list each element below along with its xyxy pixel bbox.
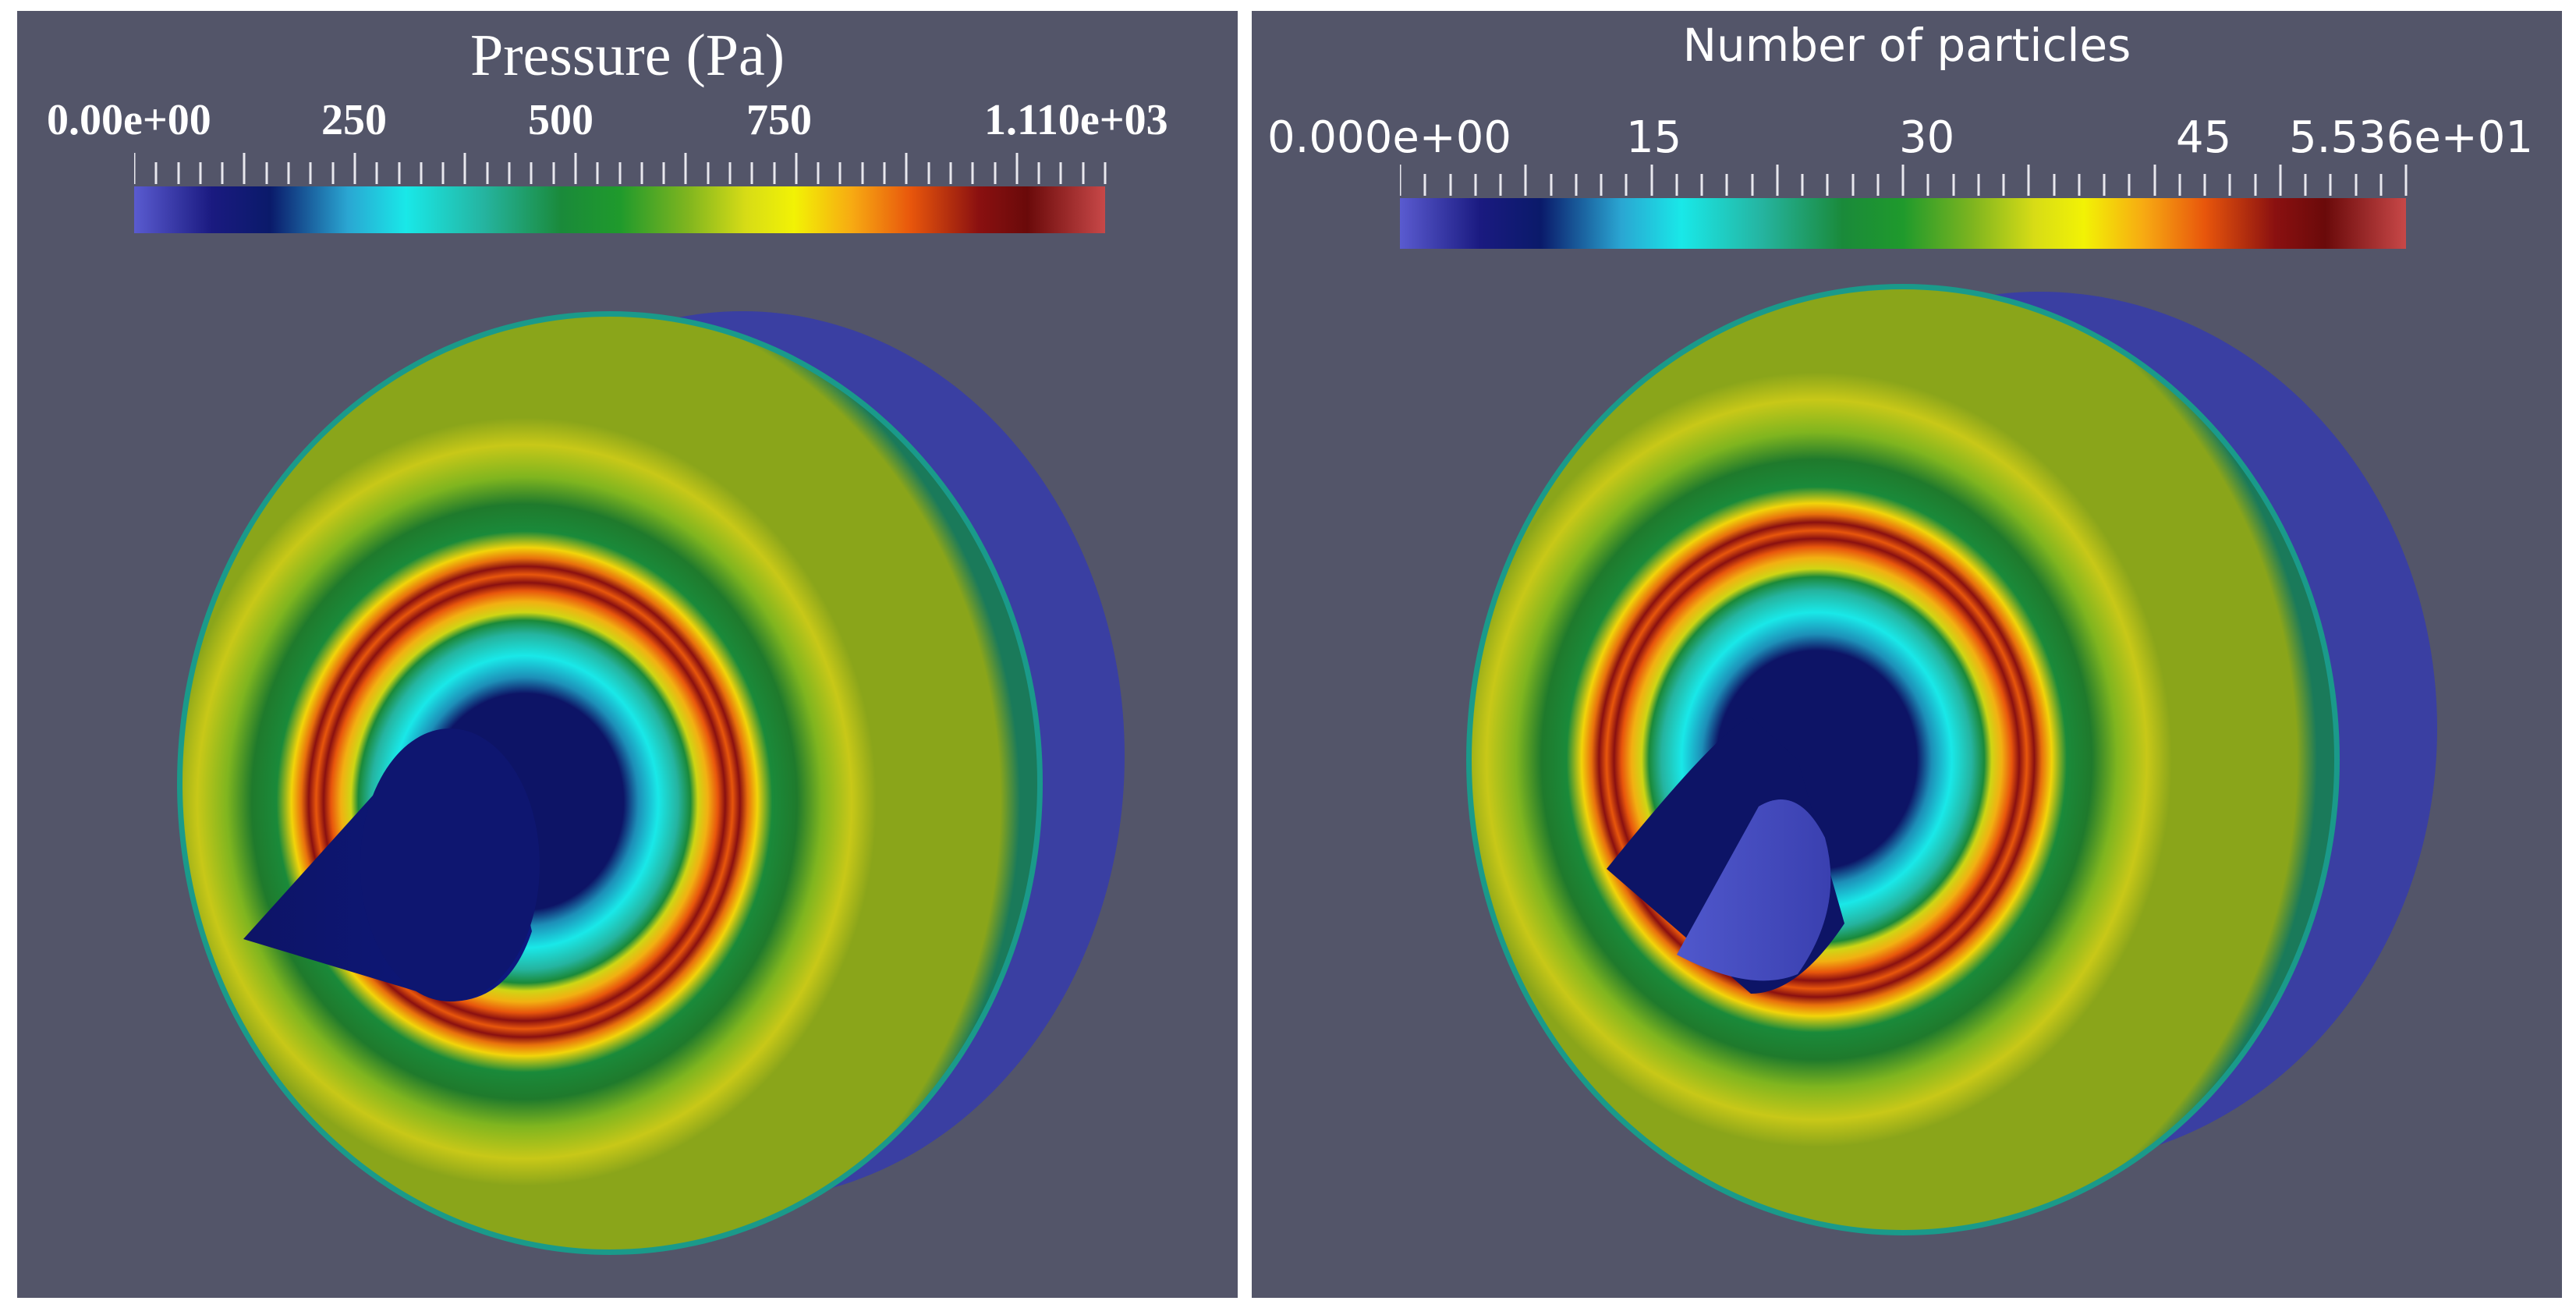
colorbar-title-pressure: Pressure (Pa) <box>469 23 785 88</box>
colorbar-title-particles: Number of particles <box>1682 19 2131 72</box>
tick-label-250: 250 <box>321 96 387 144</box>
disc-surface <box>1472 289 2334 1230</box>
colorbar-gradient <box>134 186 1105 233</box>
tick-label-min: 0.00e+00 <box>47 96 211 144</box>
particles-panel: Number of particles 0.000e+00 15 30 45 5… <box>1252 11 2562 1298</box>
colorbar-ticks <box>134 153 1107 184</box>
tick-label-30: 30 <box>1899 112 1955 163</box>
pressure-cone-disc-render <box>177 311 1125 1255</box>
cone-tip <box>1677 799 1831 981</box>
colorbar-gradient <box>1400 198 2406 249</box>
particles-cone-disc-render <box>1466 284 2437 1235</box>
disc-surface <box>182 317 1037 1249</box>
tick-label-min: 0.000e+00 <box>1267 112 1511 163</box>
colorbar-ticks <box>1400 165 2408 196</box>
tick-label-500: 500 <box>528 96 594 144</box>
particles-colorbar <box>1400 165 2408 249</box>
tick-label-max: 1.110e+03 <box>984 96 1168 144</box>
tick-label-15: 15 <box>1626 112 1682 163</box>
tick-label-45: 45 <box>2176 112 2232 163</box>
pressure-colorbar <box>134 153 1107 233</box>
tick-label-max: 5.536e+01 <box>2289 112 2533 163</box>
pressure-panel: Pressure (Pa) 0.00e+00 250 500 750 1.110… <box>17 11 1238 1298</box>
tick-label-750: 750 <box>746 96 812 144</box>
